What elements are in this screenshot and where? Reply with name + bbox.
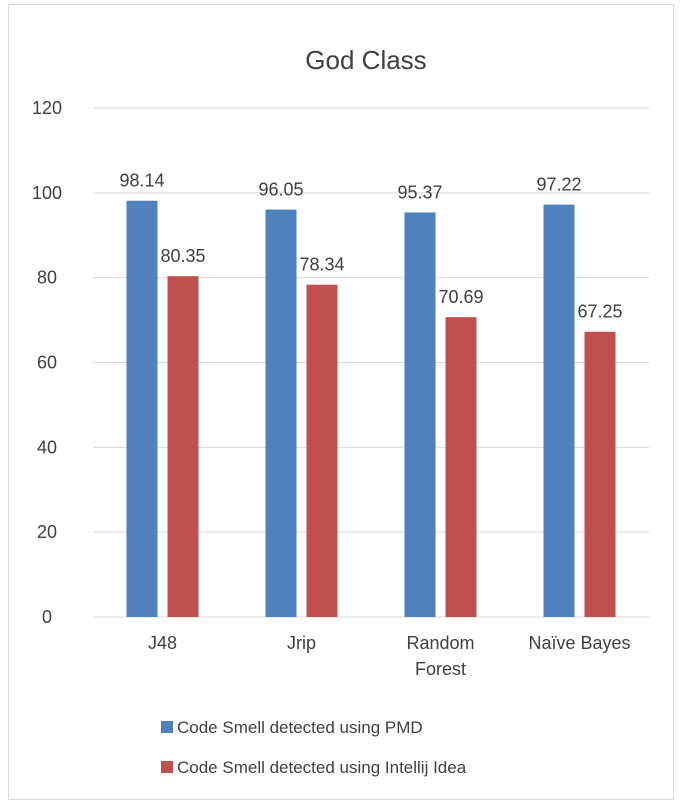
bar-pmd-3 (544, 205, 575, 617)
x-axis-categories: J48 Jrip Random Forest Naïve Bayes (148, 633, 631, 679)
y-axis-ticks: 0 20 40 60 80 100 120 (32, 98, 62, 627)
x-category-label: Jrip (287, 633, 316, 653)
bar-intellij-3 (585, 332, 616, 617)
data-label: 67.25 (577, 302, 622, 322)
x-category-label: Forest (415, 659, 466, 679)
bar-pmd-2 (405, 212, 436, 617)
bar-intellij-0 (168, 276, 199, 617)
y-tick-label: 120 (32, 98, 62, 118)
data-label: 97.22 (536, 175, 581, 195)
data-label: 70.69 (438, 287, 483, 307)
x-category-label: J48 (148, 633, 177, 653)
data-label: 98.14 (119, 171, 164, 191)
bar-pmd-1 (266, 210, 297, 617)
y-tick-label: 0 (42, 607, 52, 627)
legend-swatch (161, 721, 173, 733)
bar-intellij-1 (307, 285, 338, 617)
chart-frame: God Class 0 20 40 60 80 100 120 98.14 80.35 96.0… (8, 4, 674, 800)
y-tick-label: 40 (37, 437, 57, 457)
legend-label: Code Smell detected using PMD (177, 718, 423, 737)
data-label: 96.05 (258, 180, 303, 200)
y-tick-label: 80 (37, 268, 57, 288)
legend: Code Smell detected using PMD Code Smell … (161, 718, 467, 777)
bar-pmd-0 (127, 201, 158, 617)
x-category-label: Naïve Bayes (528, 633, 630, 653)
data-label: 78.34 (299, 255, 344, 275)
chart-title: God Class (305, 45, 426, 75)
y-tick-label: 100 (32, 183, 62, 203)
y-tick-label: 60 (37, 353, 57, 373)
data-label: 80.35 (160, 246, 205, 266)
bar-intellij-2 (446, 317, 477, 617)
x-category-label: Random (406, 633, 474, 653)
bar-chart: God Class 0 20 40 60 80 100 120 98.14 80.35 96.0… (9, 5, 675, 801)
y-tick-label: 20 (37, 522, 57, 542)
data-label: 95.37 (397, 182, 442, 202)
legend-label: Code Smell detected using Intellij Idea (177, 758, 467, 777)
legend-swatch (161, 761, 173, 773)
